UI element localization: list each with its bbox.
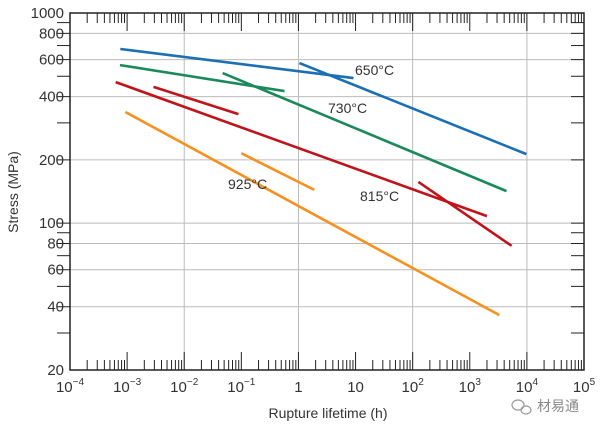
- x-tick-base: 1: [294, 379, 302, 396]
- x-tick-base: 10: [113, 379, 130, 396]
- x-tick-exponent: 3: [475, 377, 481, 388]
- series-line-650c: [298, 61, 527, 156]
- x-tick-exponent: 5: [590, 377, 596, 388]
- y-tick-label: 1000: [31, 5, 64, 22]
- x-tick-label: 10−2: [170, 377, 199, 396]
- series-line-730c: [222, 71, 508, 193]
- x-tick-base: 10: [227, 379, 244, 396]
- x-tick-label: 105: [573, 377, 596, 396]
- x-tick-base: 10: [347, 379, 364, 396]
- x-tick-exponent: −3: [130, 377, 142, 388]
- series-line-925c: [240, 152, 315, 192]
- x-tick-exponent: −2: [187, 377, 199, 388]
- x-tick-exponent: 2: [418, 377, 424, 388]
- x-tick-label: 102: [402, 377, 425, 396]
- y-tick-label: 400: [39, 89, 64, 106]
- y-tick-label: 200: [39, 152, 64, 169]
- series-line-815c: [115, 80, 488, 218]
- grid: [70, 13, 584, 370]
- x-tick-label: 10−1: [227, 377, 256, 396]
- series-label: 730°C: [328, 100, 367, 116]
- x-tick-exponent: 4: [532, 377, 538, 388]
- watermark: 材易通: [511, 398, 579, 415]
- y-tick-label: 20: [47, 362, 64, 379]
- watermark-text: 材易通: [537, 398, 579, 414]
- wechat-icon: [511, 399, 532, 415]
- series-line-650c: [120, 47, 354, 80]
- x-tick-label: 10: [347, 379, 364, 396]
- y-axis-title: Stress (MPa): [5, 151, 21, 233]
- x-tick-base: 10: [516, 379, 533, 396]
- y-tick-label: 40: [47, 299, 64, 316]
- x-tick-base: 10: [573, 379, 590, 396]
- series-label: 925°C: [228, 176, 267, 192]
- series-line-925c: [124, 110, 501, 317]
- series-label: 650°C: [355, 62, 394, 78]
- x-tick-label: 10−3: [113, 377, 142, 396]
- x-tick-base: 10: [170, 379, 187, 396]
- x-tick-label: 10−4: [56, 377, 85, 396]
- y-tick-label: 800: [39, 25, 64, 42]
- x-tick-base: 10: [459, 379, 476, 396]
- y-tick-label: 80: [47, 235, 64, 252]
- x-axis-title: Rupture lifetime (h): [268, 405, 387, 421]
- x-tick-base: 10: [402, 379, 419, 396]
- x-tick-label: 103: [459, 377, 482, 396]
- x-tick-label: 1: [294, 379, 302, 396]
- y-tick-label: 60: [47, 262, 64, 279]
- series-line-815c: [417, 180, 513, 247]
- x-tick-exponent: −4: [73, 377, 85, 388]
- axis-ticks: [57, 13, 584, 370]
- y-tick-label: 100: [39, 215, 64, 232]
- series-lines: [115, 47, 527, 317]
- plot-frame: [69, 12, 585, 371]
- x-tick-base: 10: [56, 379, 73, 396]
- series-line-815c: [153, 85, 239, 116]
- series-label: 815°C: [360, 188, 399, 204]
- x-tick-exponent: −1: [244, 377, 256, 388]
- x-tick-label: 104: [516, 377, 539, 396]
- y-tick-label: 600: [39, 52, 64, 69]
